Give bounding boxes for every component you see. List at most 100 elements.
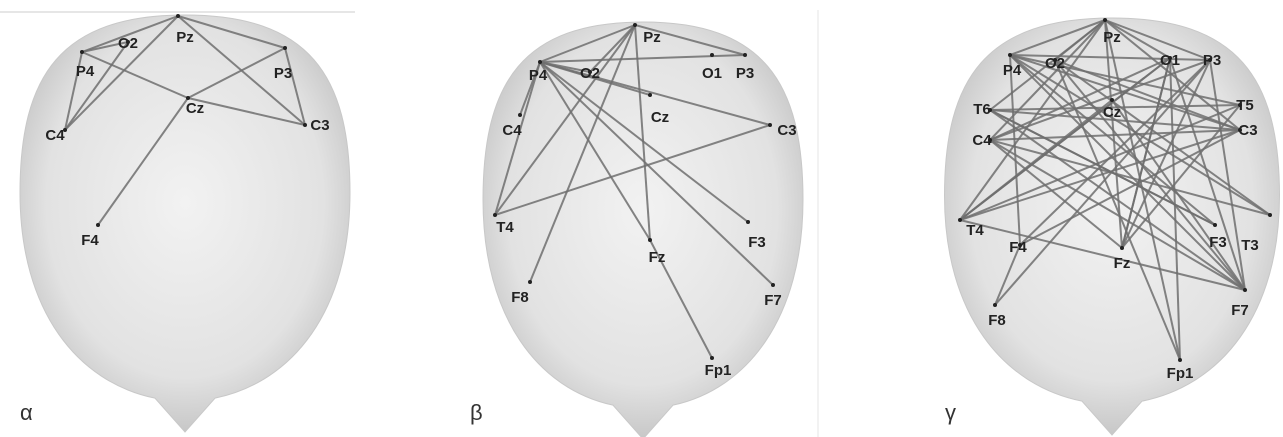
connection <box>1121 104 1241 249</box>
electrode-label: F4 <box>1009 239 1027 256</box>
electrode-dot <box>1120 246 1124 250</box>
connection <box>64 15 179 131</box>
electrode-dot <box>1178 358 1182 362</box>
electrode-dot <box>988 138 992 142</box>
electrode-dot <box>710 356 714 360</box>
connection <box>539 61 771 126</box>
electrode-label: O2 <box>1045 55 1065 72</box>
connection <box>1169 57 1246 291</box>
electrode-dot <box>1053 58 1057 62</box>
electrode-dot <box>538 60 542 64</box>
electrode-label: P4 <box>529 67 548 84</box>
electrode-label: C3 <box>310 117 329 134</box>
electrode-dot <box>1103 18 1107 22</box>
electrode-dot <box>176 14 180 18</box>
electrode-label: O2 <box>580 65 600 82</box>
electrode-dot <box>1208 58 1212 62</box>
connection <box>64 51 83 131</box>
connection <box>1009 54 1211 61</box>
electrode-dot <box>493 213 497 217</box>
connection <box>177 15 286 49</box>
electrode-label: Pz <box>1103 29 1121 46</box>
electrode-dot <box>1110 98 1114 102</box>
electrode-label: Cz <box>186 100 204 117</box>
connection <box>1009 54 1241 106</box>
electrode-dot <box>993 303 997 307</box>
electrode-label: T4 <box>496 219 514 236</box>
electrode-dot <box>588 70 592 74</box>
connection <box>1054 59 1181 361</box>
electrode-label: P4 <box>1003 62 1022 79</box>
electrode-dot <box>958 218 962 222</box>
connection <box>81 41 129 53</box>
connection <box>539 61 774 286</box>
electrode-label: Fp1 <box>705 362 732 379</box>
connection <box>529 24 636 283</box>
connection <box>1121 59 1211 249</box>
electrode-dot <box>80 50 84 54</box>
connection <box>1054 59 1246 291</box>
connection <box>97 97 189 226</box>
electrode-label: F8 <box>988 312 1006 329</box>
connection <box>1019 129 1241 246</box>
electrode-label: T5 <box>1236 97 1254 114</box>
electrode-label: P3 <box>1203 52 1221 69</box>
connection <box>187 97 306 126</box>
electrode-label: P3 <box>736 65 754 82</box>
electrode-label: C4 <box>45 127 65 144</box>
electrode-dot <box>633 23 637 27</box>
electrode-label: C3 <box>1238 122 1257 139</box>
electrode-dot <box>1018 243 1022 247</box>
connection <box>1009 54 1021 246</box>
connection <box>1169 57 1181 361</box>
connection <box>989 104 1241 111</box>
electrode-dot <box>528 280 532 284</box>
electrode-label: P3 <box>274 65 292 82</box>
connection <box>494 124 771 216</box>
connection <box>989 139 1271 216</box>
electrode-dot <box>1243 288 1247 292</box>
connection <box>1104 19 1181 361</box>
electrode-label: T4 <box>966 222 984 239</box>
connection <box>994 244 1021 306</box>
connection <box>81 15 179 53</box>
panel-label: β <box>470 400 483 425</box>
electrode-dot <box>1213 223 1217 227</box>
electrode-label: Fz <box>649 249 666 266</box>
connection <box>649 239 713 359</box>
electrode-label: P4 <box>76 63 95 80</box>
electrode-label: O2 <box>118 35 138 52</box>
connection <box>959 219 1246 291</box>
electrode-label: F8 <box>511 289 529 306</box>
electrode-label: Cz <box>1103 104 1121 121</box>
electrode-label: F4 <box>81 232 99 249</box>
electrode-dot <box>1008 53 1012 57</box>
connection <box>1104 19 1171 59</box>
electrode-dot <box>1238 128 1242 132</box>
connection <box>959 129 1241 221</box>
panel-label: γ <box>945 400 956 425</box>
connection <box>1121 57 1171 249</box>
electrode-dot <box>988 108 992 112</box>
connection <box>64 41 129 131</box>
connection <box>284 47 306 126</box>
electrode-label: F3 <box>1209 234 1227 251</box>
connection <box>494 24 636 216</box>
electrode-dot <box>648 238 652 242</box>
connection <box>81 51 189 99</box>
electrode-dot <box>63 128 67 132</box>
electrode-dot <box>1268 213 1272 217</box>
connection <box>1111 99 1246 291</box>
electrode-dot <box>771 283 775 287</box>
electrode-label: F7 <box>1231 302 1249 319</box>
electrode-dot <box>768 123 772 127</box>
connection <box>989 109 1246 291</box>
electrode-label: Fz <box>1114 255 1131 272</box>
electrode-label: O1 <box>1160 52 1180 69</box>
connection <box>994 59 1211 306</box>
connection <box>959 99 1113 221</box>
panel-label: α <box>20 400 33 425</box>
connection <box>539 24 636 63</box>
electrode-label: T6 <box>973 101 991 118</box>
